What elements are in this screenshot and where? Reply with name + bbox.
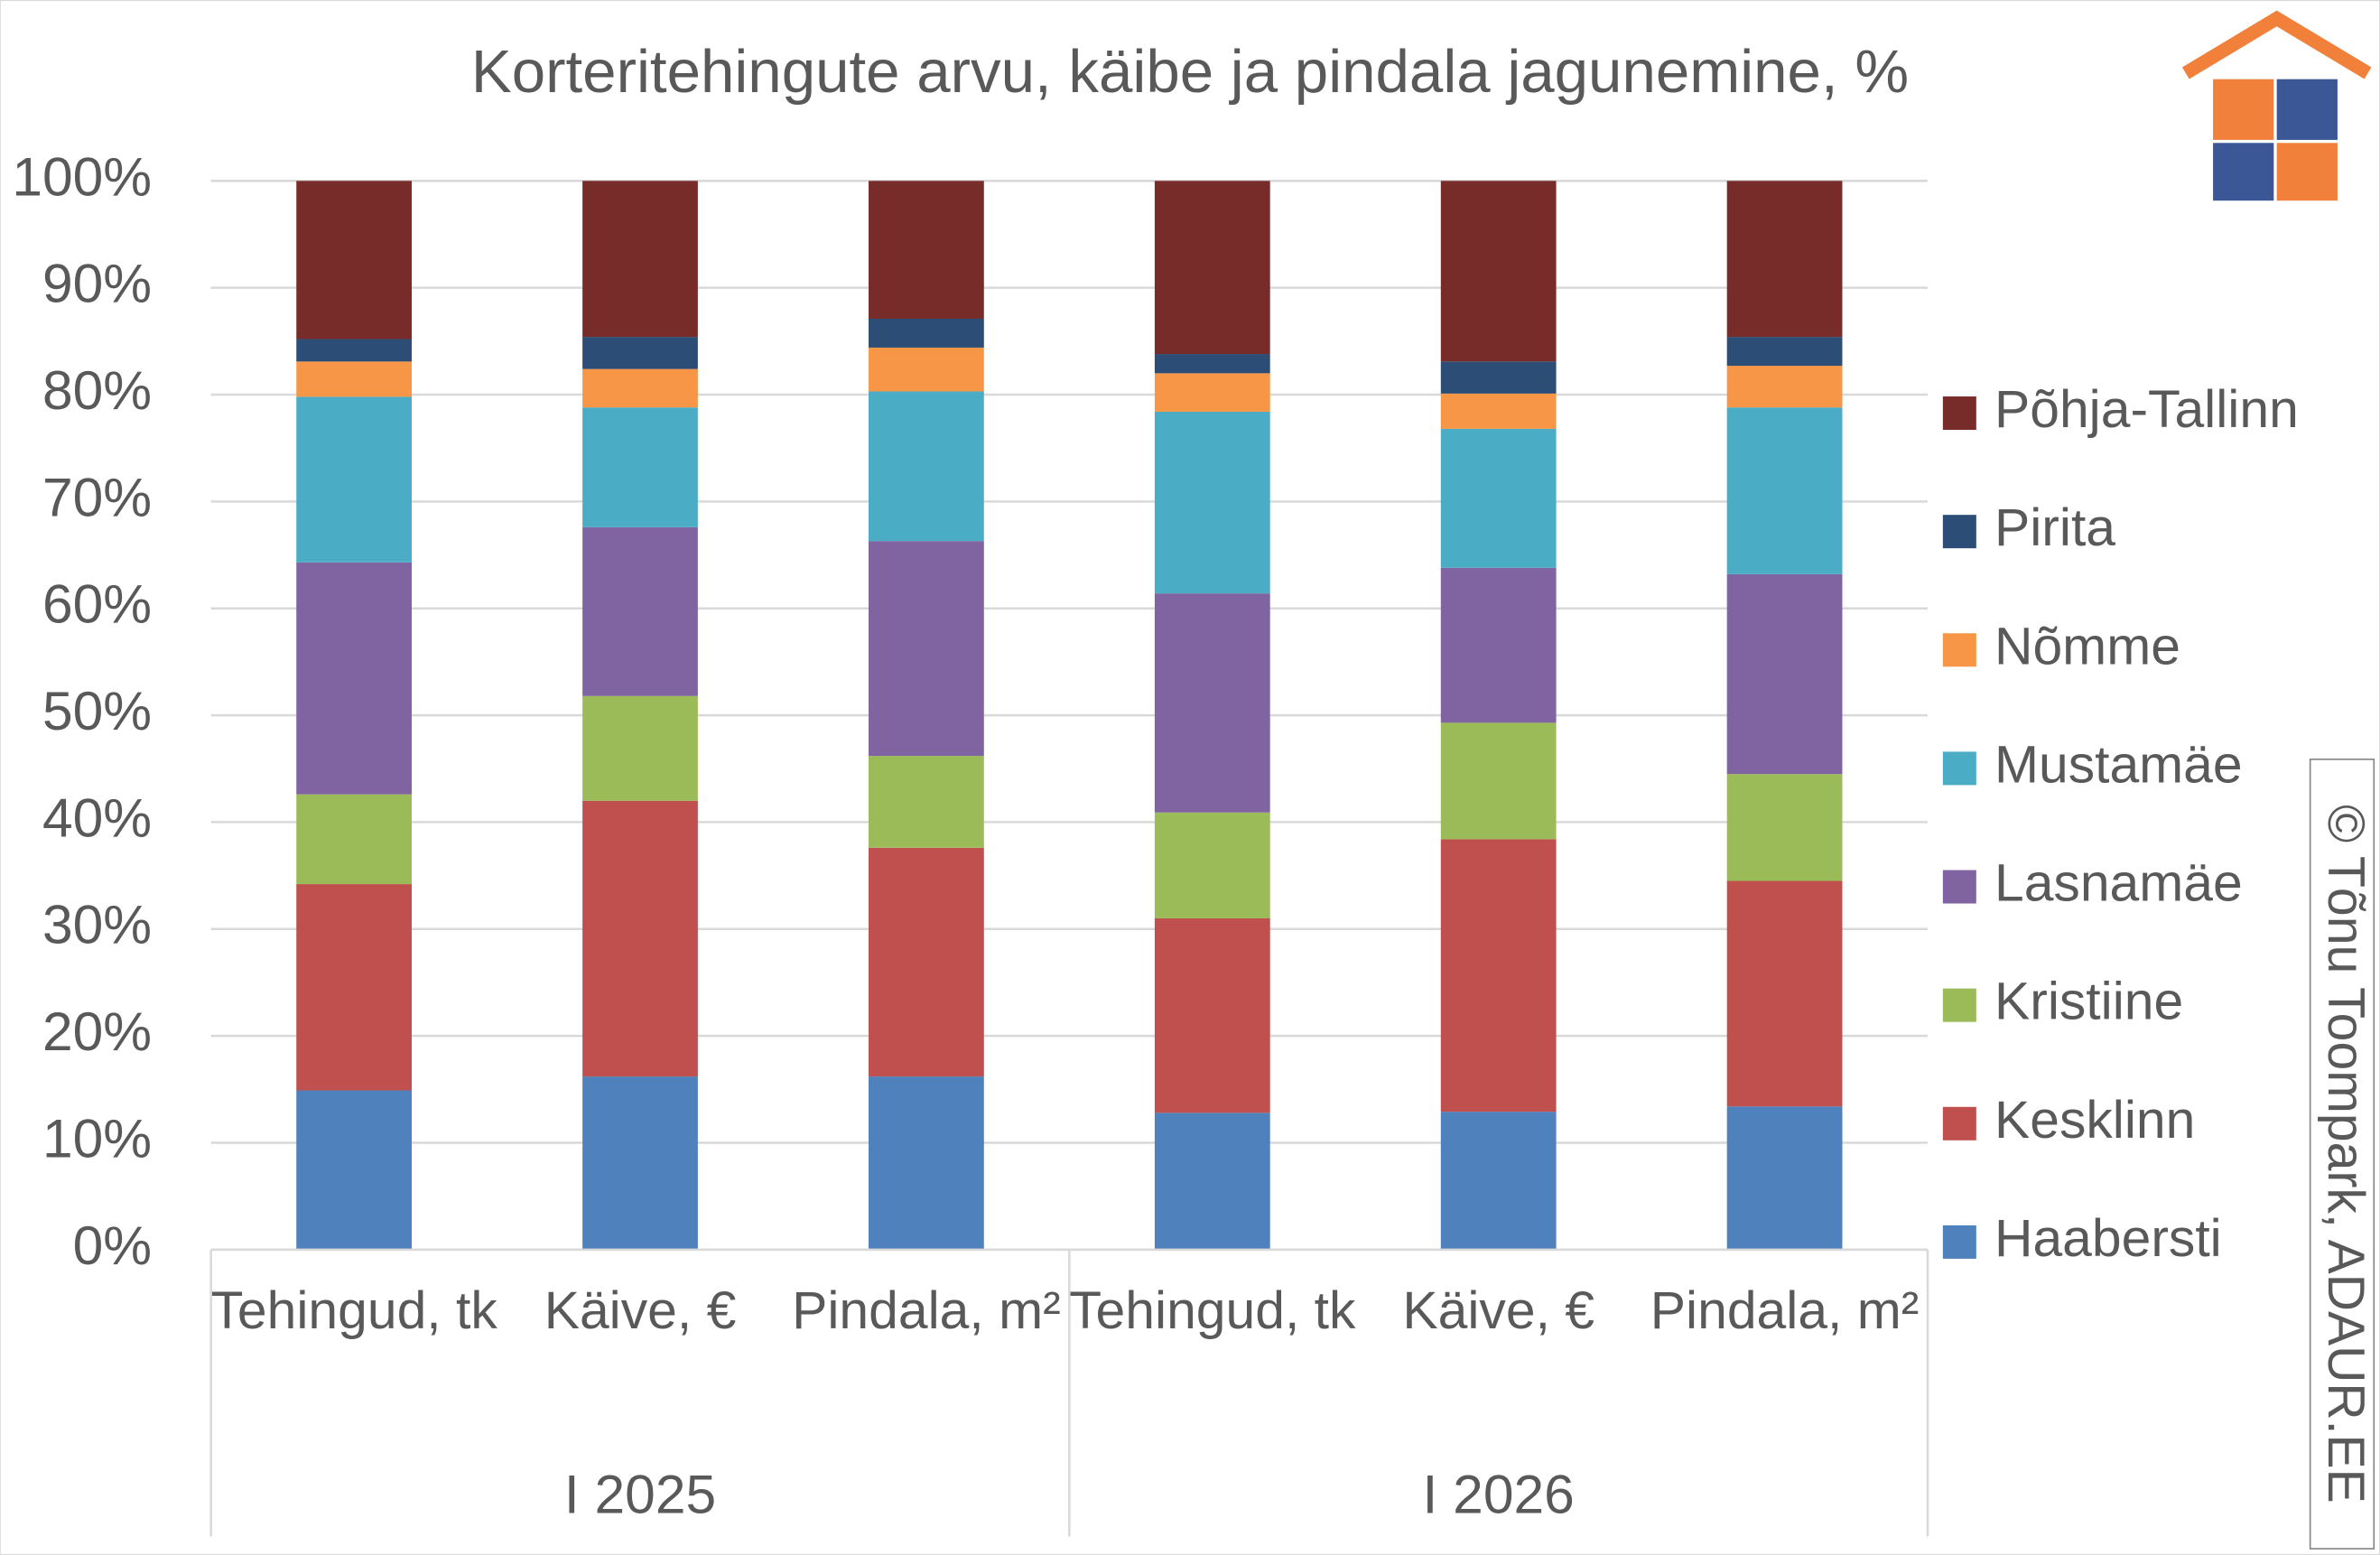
bar-segment bbox=[582, 407, 698, 527]
legend-swatch bbox=[1942, 1106, 1976, 1141]
chart-title: Korteritehingute arvu, käibe ja pindala … bbox=[471, 38, 1909, 106]
y-tick-label: 60% bbox=[42, 573, 152, 635]
bar-segment bbox=[1726, 880, 1843, 1107]
bar-segment bbox=[296, 884, 413, 1091]
y-tick-label: 90% bbox=[42, 253, 152, 314]
y-tick-label: 100% bbox=[12, 145, 152, 207]
bar-segment bbox=[869, 391, 984, 542]
bar-segment bbox=[869, 1076, 984, 1250]
bar-segment bbox=[1154, 593, 1270, 813]
bar-segment bbox=[582, 368, 698, 408]
bar-segment bbox=[1154, 373, 1270, 412]
bar-segment bbox=[1154, 354, 1270, 374]
bar-segment bbox=[869, 318, 984, 348]
bar-segment bbox=[296, 794, 413, 885]
bar-segment bbox=[296, 1090, 413, 1250]
y-tick-label: 50% bbox=[42, 680, 152, 741]
legend-swatch bbox=[1942, 988, 1976, 1022]
y-tick-label: 70% bbox=[42, 466, 152, 527]
bar-segment bbox=[582, 800, 698, 1077]
watermark: © Tõnu Toompark, ADAUR.EE bbox=[2317, 805, 2375, 1504]
bar-segment bbox=[1726, 774, 1843, 881]
bar-segment bbox=[1726, 366, 1843, 408]
x-tick-label-box: Käive, € bbox=[1402, 1281, 1594, 1341]
bar-segment bbox=[296, 339, 413, 362]
watermark-box bbox=[2309, 758, 2375, 1550]
legend-label: Lasnamäe bbox=[1994, 854, 2243, 913]
bar-segment bbox=[1440, 839, 1557, 1113]
y-tick-label: 0% bbox=[73, 1215, 152, 1276]
y-tick-label: 80% bbox=[42, 359, 152, 421]
x-tick-label: Tehingud, tk bbox=[210, 1281, 497, 1341]
bar-segment bbox=[1440, 181, 1557, 362]
bar-segment bbox=[1440, 722, 1557, 840]
bar-segment bbox=[869, 181, 984, 319]
bar-segment bbox=[1726, 1106, 1843, 1250]
legend-swatch bbox=[1942, 633, 1976, 667]
bar-segment bbox=[582, 181, 698, 338]
legend-swatch bbox=[1942, 515, 1976, 549]
x-tick-label-box: Pindala, m² bbox=[1650, 1281, 1920, 1341]
bar-segment bbox=[1440, 567, 1557, 723]
group-label: I 2026 bbox=[1423, 1464, 1575, 1525]
bar-segment bbox=[1440, 1112, 1557, 1250]
bar-segment bbox=[1154, 1113, 1270, 1250]
bar-segment bbox=[1440, 428, 1557, 568]
x-tick-label: Pindala, m² bbox=[1650, 1281, 1920, 1341]
bar-segment bbox=[582, 695, 698, 801]
legend-label: Pirita bbox=[1994, 498, 2115, 557]
bar-segment bbox=[582, 526, 698, 696]
legend-swatch bbox=[1942, 870, 1976, 904]
y-tick-label: 10% bbox=[42, 1107, 152, 1169]
bar-segment bbox=[1726, 407, 1843, 574]
bar-segment bbox=[296, 562, 413, 795]
bar-segment bbox=[869, 541, 984, 757]
bar-segment bbox=[1440, 393, 1557, 429]
x-tick-label-box: Pindala, m² bbox=[792, 1281, 1061, 1341]
bar-segment bbox=[1726, 181, 1843, 338]
bar-segment bbox=[1154, 411, 1270, 594]
legend-label: Kristiine bbox=[1994, 973, 2183, 1031]
legend-swatch bbox=[1942, 751, 1976, 786]
legend-swatch bbox=[1942, 1224, 1976, 1259]
x-tick-label-box: Tehingud, tk bbox=[1069, 1281, 1356, 1341]
x-tick-label: Pindala, m² bbox=[792, 1281, 1061, 1341]
bar-segment bbox=[1440, 361, 1557, 394]
legend-label: Mustamäe bbox=[1994, 735, 2243, 794]
bar-segment bbox=[1154, 181, 1270, 355]
legend-label: Nõmme bbox=[1994, 617, 2180, 675]
bar-segment bbox=[1726, 573, 1843, 775]
bar-segment bbox=[1154, 917, 1270, 1113]
x-tick-label: Tehingud, tk bbox=[1069, 1281, 1356, 1341]
y-tick-label: 40% bbox=[42, 787, 152, 848]
bar-segment bbox=[296, 181, 413, 340]
group-label: I 2025 bbox=[564, 1464, 716, 1525]
y-tick-label: 30% bbox=[42, 894, 152, 955]
legend-swatch bbox=[1942, 396, 1976, 431]
x-tick-label: Käive, € bbox=[544, 1281, 737, 1341]
bar-segment bbox=[869, 756, 984, 848]
bar-segment bbox=[869, 347, 984, 392]
legend-label: Kesklinn bbox=[1994, 1091, 2195, 1150]
bar-segment bbox=[869, 847, 984, 1077]
bar-segment bbox=[582, 1076, 698, 1250]
x-tick-label-box: Tehingud, tk bbox=[210, 1281, 497, 1341]
bar-segment bbox=[1726, 337, 1843, 367]
legend-label: Haabersti bbox=[1994, 1209, 2222, 1268]
bar-segment bbox=[296, 396, 413, 563]
bar-segment bbox=[582, 337, 698, 369]
x-tick-label: Käive, € bbox=[1402, 1281, 1594, 1341]
y-tick-label: 20% bbox=[42, 1001, 152, 1062]
logo bbox=[2181, 10, 2372, 201]
legend-label: Põhja-Tallinn bbox=[1994, 380, 2299, 439]
bar-segment bbox=[296, 361, 413, 397]
bar-segment bbox=[1154, 812, 1270, 918]
x-tick-label-box: Käive, € bbox=[544, 1281, 737, 1341]
